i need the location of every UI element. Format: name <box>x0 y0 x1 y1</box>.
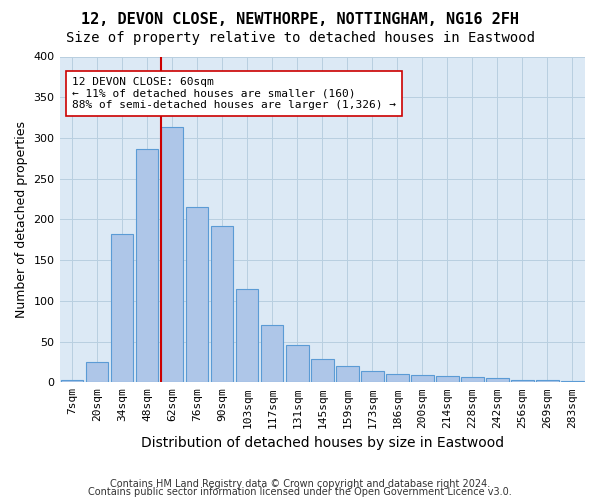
Bar <box>361 371 383 382</box>
Bar <box>61 380 83 382</box>
Bar <box>411 375 434 382</box>
Text: 12 DEVON CLOSE: 60sqm
← 11% of detached houses are smaller (160)
88% of semi-det: 12 DEVON CLOSE: 60sqm ← 11% of detached … <box>72 77 396 110</box>
Bar <box>511 380 534 382</box>
Bar <box>561 380 584 382</box>
Bar <box>461 378 484 382</box>
Bar <box>161 128 184 382</box>
Text: 12, DEVON CLOSE, NEWTHORPE, NOTTINGHAM, NG16 2FH: 12, DEVON CLOSE, NEWTHORPE, NOTTINGHAM, … <box>81 12 519 28</box>
Bar <box>211 226 233 382</box>
Bar <box>486 378 509 382</box>
Bar <box>286 345 308 383</box>
Bar <box>136 148 158 382</box>
Bar <box>536 380 559 382</box>
Text: Size of property relative to detached houses in Eastwood: Size of property relative to detached ho… <box>65 31 535 45</box>
Bar <box>311 360 334 382</box>
Bar <box>236 288 259 382</box>
Text: Contains public sector information licensed under the Open Government Licence v3: Contains public sector information licen… <box>88 487 512 497</box>
Bar <box>261 326 283 382</box>
Bar <box>86 362 109 382</box>
Bar <box>186 207 208 382</box>
X-axis label: Distribution of detached houses by size in Eastwood: Distribution of detached houses by size … <box>141 436 504 450</box>
Text: Contains HM Land Registry data © Crown copyright and database right 2024.: Contains HM Land Registry data © Crown c… <box>110 479 490 489</box>
Y-axis label: Number of detached properties: Number of detached properties <box>15 121 28 318</box>
Bar <box>436 376 458 382</box>
Bar <box>336 366 359 382</box>
Bar <box>111 234 133 382</box>
Bar <box>386 374 409 382</box>
